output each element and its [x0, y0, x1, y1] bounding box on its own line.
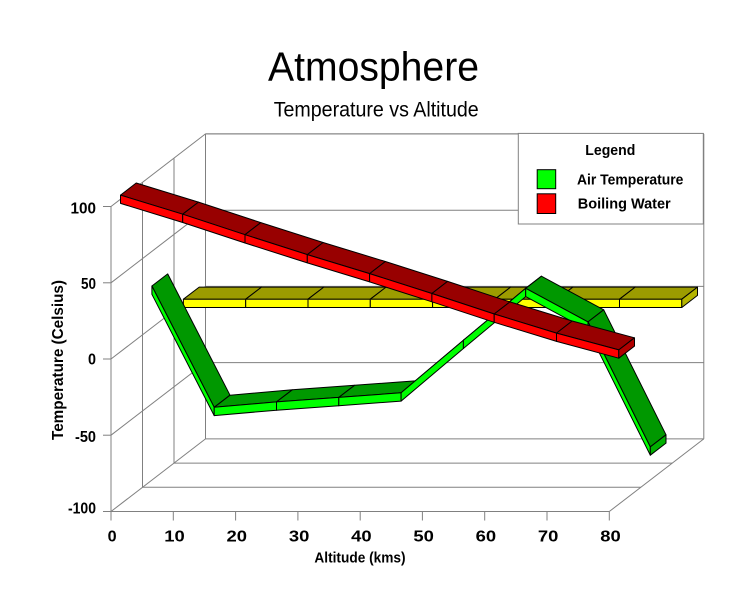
- svg-text:-100: -100: [68, 501, 96, 518]
- svg-text:60: 60: [476, 528, 497, 545]
- svg-text:-50: -50: [75, 429, 96, 446]
- svg-text:Temperature vs Altitude: Temperature vs Altitude: [274, 99, 479, 122]
- svg-text:50: 50: [413, 528, 434, 545]
- svg-text:80: 80: [600, 528, 621, 545]
- svg-text:50: 50: [81, 276, 96, 293]
- svg-text:Atmosphere: Atmosphere: [268, 44, 479, 90]
- svg-text:10: 10: [164, 528, 185, 545]
- svg-text:0: 0: [108, 528, 117, 545]
- svg-text:0: 0: [88, 352, 96, 369]
- svg-text:Altitude (kms): Altitude (kms): [314, 550, 405, 567]
- svg-text:30: 30: [289, 528, 310, 545]
- svg-text:Air Temperature: Air Temperature: [577, 172, 683, 189]
- svg-text:70: 70: [538, 528, 559, 545]
- svg-text:100: 100: [71, 200, 97, 217]
- svg-text:Boiling Water: Boiling Water: [578, 196, 671, 213]
- svg-text:Legend: Legend: [585, 142, 635, 159]
- svg-text:20: 20: [227, 528, 248, 545]
- svg-text:Temperature (Celsius): Temperature (Celsius): [50, 280, 67, 440]
- svg-text:40: 40: [351, 528, 372, 545]
